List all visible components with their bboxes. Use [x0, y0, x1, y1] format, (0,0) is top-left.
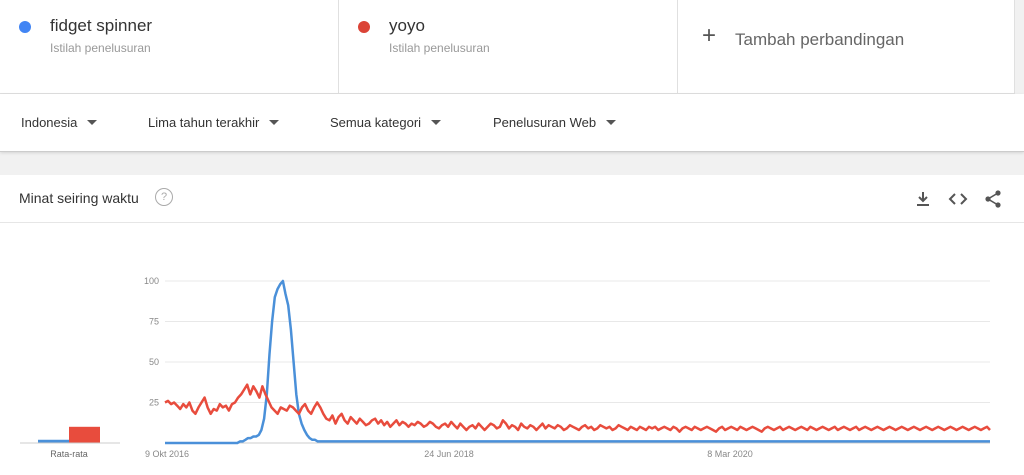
- term-color-dot: [19, 21, 31, 33]
- y-tick-label: 50: [149, 357, 159, 367]
- term-subtitle: Istilah penelusuran: [50, 41, 151, 55]
- caret-down-icon: [431, 120, 442, 125]
- embed-icon[interactable]: [948, 189, 968, 209]
- caret-down-icon: [269, 120, 280, 125]
- plus-icon: +: [702, 22, 717, 49]
- time-filter-label: Lima tahun terakhir: [148, 115, 260, 130]
- download-icon[interactable]: [913, 189, 933, 209]
- caret-down-icon: [87, 120, 98, 125]
- term-name[interactable]: fidget spinner: [50, 16, 153, 35]
- y-tick-label: 25: [149, 398, 159, 408]
- question-icon[interactable]: ?: [155, 188, 173, 206]
- x-tick-label: 9 Okt 2016: [145, 449, 189, 459]
- add-comparison-button[interactable]: + Tambah perbandingan: [678, 0, 1015, 93]
- search-type-filter-label: Penelusuran Web: [493, 115, 597, 130]
- y-tick-label: 75: [149, 317, 159, 327]
- term-card-fidget-spinner[interactable]: fidget spinner Istilah penelusuran: [0, 0, 339, 93]
- region-filter-label: Indonesia: [21, 115, 78, 130]
- series-line-fidget-spinner: [165, 279, 990, 445]
- x-tick-label: 8 Mar 2020: [707, 449, 753, 459]
- comparison-terms-bar: fidget spinner Istilah penelusuran yoyo …: [0, 0, 1015, 94]
- term-color-dot: [358, 21, 370, 33]
- filter-bar: Indonesia Lima tahun terakhir Semua kate…: [0, 94, 1024, 152]
- average-label: Rata-rata: [50, 449, 88, 459]
- y-tick-label: 100: [144, 276, 159, 286]
- add-comparison-label: Tambah perbandingan: [735, 30, 905, 49]
- search-type-filter[interactable]: Penelusuran Web: [493, 115, 617, 130]
- category-filter[interactable]: Semua kategori: [330, 115, 442, 130]
- card-title: Minat seiring waktu: [19, 190, 139, 206]
- caret-down-icon: [606, 120, 617, 125]
- share-icon[interactable]: [983, 189, 1003, 209]
- series-line-yoyo: [164, 383, 991, 433]
- interest-over-time-card: Minat seiring waktu ? 25 50 75 100 9 Okt 201…: [0, 175, 1024, 475]
- time-filter[interactable]: Lima tahun terakhir: [148, 115, 280, 130]
- average-bar: [69, 426, 100, 443]
- category-filter-label: Semua kategori: [330, 115, 422, 130]
- card-header: Minat seiring waktu ?: [0, 175, 1024, 223]
- term-card-yoyo[interactable]: yoyo Istilah penelusuran: [339, 0, 678, 93]
- region-filter[interactable]: Indonesia: [21, 115, 98, 130]
- term-subtitle: Istilah penelusuran: [389, 41, 490, 55]
- term-name[interactable]: yoyo: [389, 16, 425, 35]
- average-bar: [38, 439, 69, 443]
- x-tick-label: 24 Jun 2018: [424, 449, 474, 459]
- interest-chart: 25 50 75 100 9 Okt 2016 24 Jun 2018 8 Mar 2020…: [20, 276, 991, 459]
